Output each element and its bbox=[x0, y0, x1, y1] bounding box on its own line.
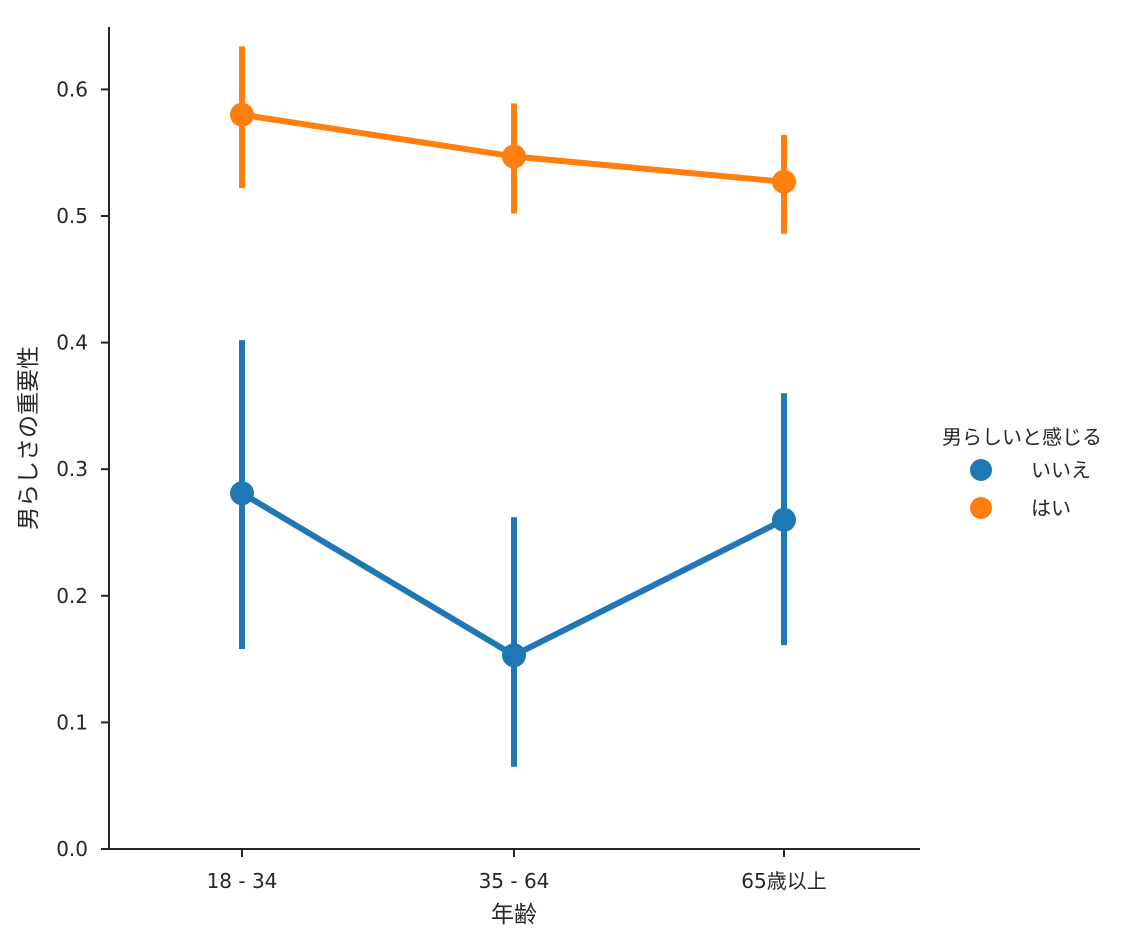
x-tick-label: 35 - 64 bbox=[479, 869, 550, 893]
data-point bbox=[230, 102, 254, 127]
data-point bbox=[230, 481, 254, 506]
y-ticks: 0.0 0.1 0.2 0.3 0.4 0.5 0.6 bbox=[56, 77, 109, 861]
y-tick-label: 0.4 bbox=[56, 331, 88, 355]
x-tick-label: 18 - 34 bbox=[207, 869, 278, 893]
series-iie bbox=[230, 340, 796, 767]
legend-marker bbox=[970, 459, 992, 481]
legend-label: はい bbox=[1031, 496, 1071, 520]
legend-label: いいえ bbox=[1031, 458, 1091, 482]
legend-title: 男らしいと感じる bbox=[942, 425, 1102, 449]
legend-marker bbox=[970, 497, 992, 519]
data-point bbox=[772, 507, 796, 532]
x-axis-title: 年齢 bbox=[491, 902, 537, 928]
x-ticks: 18 - 34 35 - 64 65歳以上 bbox=[207, 849, 827, 893]
y-tick-label: 0.5 bbox=[56, 204, 88, 228]
y-axis-title: 男らしさの重要性 bbox=[16, 346, 42, 530]
y-tick-label: 0.0 bbox=[56, 837, 88, 861]
y-tick-label: 0.3 bbox=[56, 457, 88, 481]
axes: 0.0 0.1 0.2 0.3 0.4 0.5 0.6 18 - 34 35 - 64 65歳以… bbox=[56, 27, 920, 893]
series-layer bbox=[230, 46, 796, 767]
data-point bbox=[502, 144, 526, 169]
y-tick-label: 0.1 bbox=[56, 710, 88, 734]
y-tick-label: 0.6 bbox=[56, 77, 88, 101]
x-tick-label: 65歳以上 bbox=[741, 869, 826, 893]
data-point bbox=[502, 643, 526, 668]
series-hai bbox=[230, 46, 796, 234]
y-tick-label: 0.2 bbox=[56, 584, 88, 608]
data-point bbox=[772, 169, 796, 194]
